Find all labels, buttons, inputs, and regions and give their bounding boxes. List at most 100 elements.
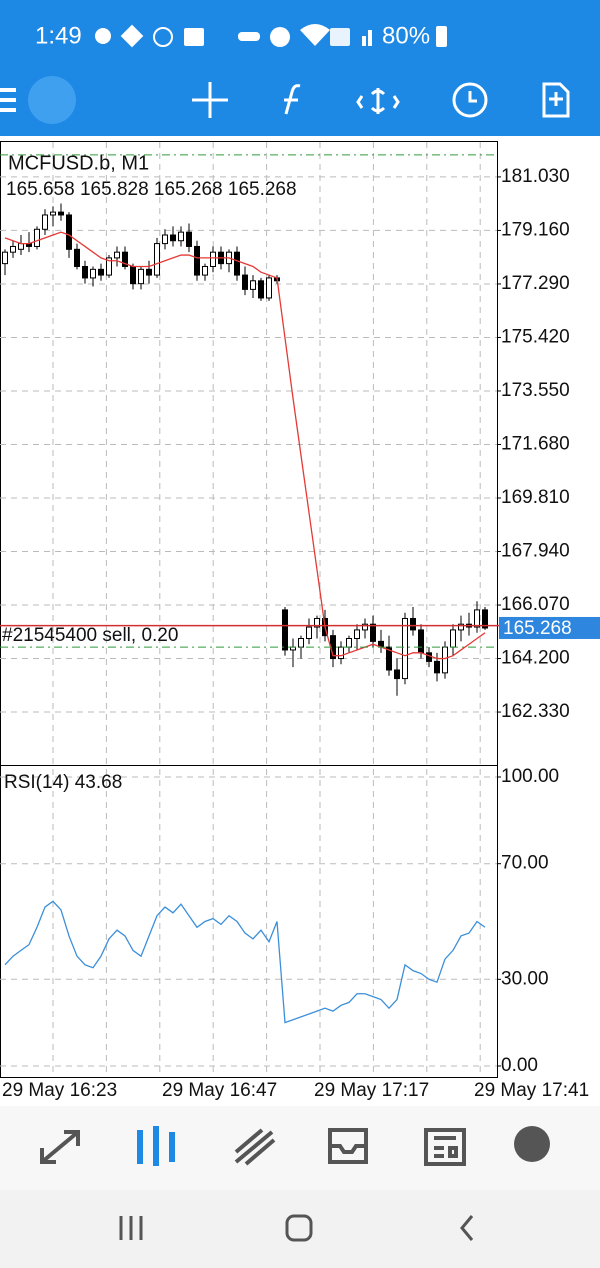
- candle-body: [482, 609, 488, 629]
- new-order-button[interactable]: [542, 82, 570, 118]
- indicators-button[interactable]: [284, 84, 301, 115]
- x-tick-label: 29 May 17:17: [314, 1080, 429, 1101]
- y-tick-label: 0.00: [501, 1055, 538, 1076]
- y-tick-label: 179.160: [501, 219, 570, 240]
- y-tick-label: 164.200: [501, 648, 570, 669]
- x-tick-label: 29 May 17:41: [474, 1080, 589, 1101]
- candle-body: [82, 265, 88, 279]
- candle-body: [90, 268, 96, 279]
- candle-body: [146, 268, 152, 276]
- candle-body: [202, 265, 208, 276]
- nav-trade[interactable]: [234, 1128, 276, 1166]
- candle-body: [474, 609, 480, 628]
- candle-body: [130, 265, 136, 285]
- candle-body: [418, 629, 424, 654]
- timeframe-button[interactable]: [452, 82, 488, 118]
- y-tick-label: 167.940: [501, 541, 570, 562]
- price-tag: [499, 616, 600, 639]
- menu-button[interactable]: [0, 88, 16, 112]
- candle-body: [154, 243, 160, 276]
- system-buttons: [119, 1214, 474, 1242]
- y-tick-label: 70.00: [501, 853, 549, 874]
- nav-chart[interactable]: [137, 1126, 175, 1166]
- candle-body: [426, 652, 432, 662]
- candle-body: [458, 623, 464, 631]
- candle-body: [18, 243, 24, 250]
- candle-body: [186, 231, 192, 247]
- candle-body: [162, 234, 168, 245]
- y-tick-label: 169.810: [501, 487, 570, 508]
- candle-body: [434, 660, 440, 674]
- candle-body: [362, 623, 368, 631]
- y-tick-label: 181.030: [501, 166, 570, 187]
- app-header: [0, 0, 600, 136]
- candle-body: [74, 248, 80, 267]
- crosshair-button[interactable]: [192, 82, 228, 118]
- candle-body: [170, 234, 176, 242]
- candle-body: [442, 646, 448, 674]
- nav-messages[interactable]: [514, 1126, 550, 1162]
- candle-body: [178, 231, 184, 242]
- y-tick-label: 30.00: [501, 968, 549, 989]
- y-tick-label: 100.00: [501, 766, 559, 787]
- order-label: #21545400 sell, 0.20: [2, 625, 178, 646]
- candle-body: [386, 646, 392, 671]
- y-tick-label: 173.550: [501, 380, 570, 401]
- candle-body: [354, 629, 360, 640]
- candle-body: [258, 280, 264, 299]
- candle-body: [50, 211, 56, 216]
- moving-average: [4, 231, 486, 660]
- candle-body: [34, 228, 40, 247]
- candle-body: [194, 245, 200, 276]
- rsi-title: RSI(14) 43.68: [4, 772, 122, 793]
- candle-body: [298, 638, 304, 648]
- candle-body: [314, 617, 320, 628]
- trade-button[interactable]: [356, 88, 400, 114]
- x-tick-label: 29 May 16:23: [2, 1080, 117, 1101]
- status-icons: [95, 24, 447, 48]
- candle-body: [138, 268, 144, 285]
- candle-body: [306, 626, 312, 640]
- candle-body: [210, 251, 216, 267]
- symbol-title: MCFUSD.b, M1: [8, 152, 149, 174]
- battery: 80%: [382, 22, 430, 49]
- back-button[interactable]: [460, 1215, 474, 1241]
- candle-body: [338, 646, 344, 660]
- candle-body: [122, 251, 128, 267]
- candle-body: [10, 245, 16, 253]
- candle-body: [346, 638, 352, 648]
- y-tick-label: 175.420: [501, 326, 570, 347]
- nav-news[interactable]: [424, 1128, 466, 1166]
- plot: [0, 142, 600, 1077]
- nav-history[interactable]: [328, 1128, 368, 1164]
- y-tick-label: 166.070: [501, 594, 570, 615]
- rsi-line: [4, 900, 486, 1024]
- candle-body: [114, 251, 120, 259]
- ohlc-text: 165.658 165.828 165.268 165.268: [6, 179, 297, 200]
- recents-button[interactable]: [119, 1216, 143, 1240]
- candle-body: [450, 629, 456, 648]
- app-logo[interactable]: [28, 76, 76, 124]
- candle-body: [42, 214, 48, 230]
- candle-body: [66, 214, 72, 250]
- nav-quotes[interactable]: [40, 1130, 80, 1164]
- bottom-nav: [0, 1106, 600, 1190]
- system-nav: [0, 1190, 600, 1268]
- candle-body: [370, 623, 376, 642]
- y-tick-label: 171.680: [501, 434, 570, 455]
- y-tick-label: 162.330: [501, 701, 570, 722]
- candle-body: [394, 669, 400, 680]
- chart-frame: [0, 141, 498, 1078]
- candle-body: [98, 268, 104, 276]
- x-tick-label: 29 May 16:47: [162, 1080, 277, 1101]
- candle-body: [266, 277, 272, 299]
- candle-body: [250, 280, 256, 290]
- candle-body: [58, 211, 64, 216]
- candle-body: [106, 257, 112, 276]
- price-tag-label: 165.268: [503, 618, 572, 639]
- candle-body: [282, 609, 288, 651]
- candle-body: [410, 617, 416, 631]
- home-button[interactable]: [285, 1214, 313, 1242]
